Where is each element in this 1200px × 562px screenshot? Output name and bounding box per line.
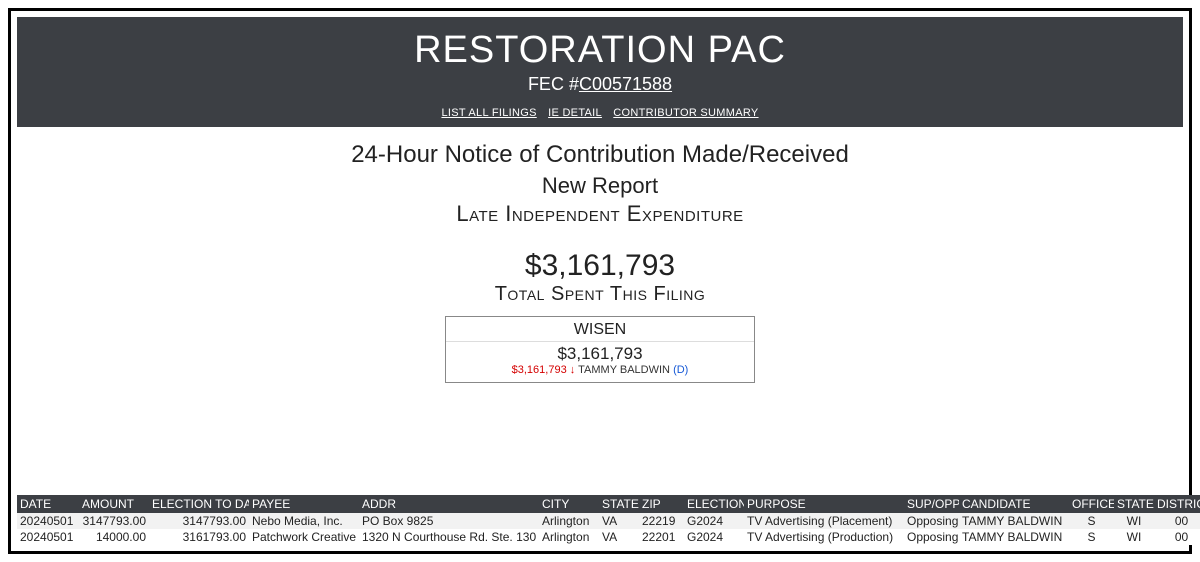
th-purpose: PURPOSE [744,495,904,513]
th-district: DISTRICT [1154,495,1200,513]
cell-election-to-date: 3161793.00 [149,529,249,545]
th-election-to-date: ELECTION TO DATE [149,495,249,513]
cell-office: S [1069,529,1114,545]
cell-election-to-date: 3147793.00 [149,513,249,529]
th-payee: PAYEE [249,495,359,513]
th-date: DATE [17,495,79,513]
expenditure-table: DATE AMOUNT ELECTION TO DATE PAYEE ADDR … [17,495,1200,545]
fec-line: FEC #C00571588 [17,74,1183,95]
th-amount: AMOUNT [79,495,149,513]
cell-payee: Nebo Media, Inc. [249,513,359,529]
cell-amount: 14000.00 [79,529,149,545]
race-code: WISEN [446,317,754,342]
th-supopp: SUP/OPP [904,495,959,513]
cell-election: G2024 [684,529,744,545]
th-zip: ZIP [639,495,684,513]
cell-date: 20240501 [17,513,79,529]
cell-addr: PO Box 9825 [359,513,539,529]
table-row: 202405013147793.003147793.00Nebo Media, … [17,513,1200,529]
cell-supopp: Opposing [904,513,959,529]
th-state: STATE [599,495,639,513]
table-row: 2024050114000.003161793.00Patchwork Crea… [17,529,1200,545]
cell-payee: Patchwork Creative [249,529,359,545]
cell-city: Arlington [539,529,599,545]
summary-section: 24-Hour Notice of Contribution Made/Rece… [11,127,1189,483]
notice-type: 24-Hour Notice of Contribution Made/Rece… [11,141,1189,169]
fec-prefix: FEC # [528,74,579,94]
cell-purpose: TV Advertising (Placement) [744,513,904,529]
late-ie-label: Late Independent Expenditure [11,201,1189,227]
cell-state2: WI [1114,513,1154,529]
org-title: RESTORATION PAC [17,29,1183,72]
race-amount: $3,161,793 [446,342,754,364]
cell-office: S [1069,513,1114,529]
th-office: OFFICE [1069,495,1114,513]
cell-state: VA [599,529,639,545]
cell-district: 00 [1154,529,1200,545]
th-election: ELECTION [684,495,744,513]
cell-district: 00 [1154,513,1200,529]
cell-supopp: Opposing [904,529,959,545]
cell-zip: 22219 [639,513,684,529]
race-party: (D) [673,364,688,376]
total-amount: $3,161,793 [11,249,1189,283]
race-detail: $3,161,793 ↓ TAMMY BALDWIN (D) [446,364,754,382]
cell-election: G2024 [684,513,744,529]
cell-purpose: TV Advertising (Production) [744,529,904,545]
total-label: Total Spent This Filing [11,283,1189,306]
th-candidate: CANDIDATE [959,495,1069,513]
header-nav: LIST ALL FILINGS IE DETAIL CONTRIBUTOR S… [17,107,1183,119]
th-state2: STATE [1114,495,1154,513]
cell-state: VA [599,513,639,529]
race-candidate: TAMMY BALDWIN [578,364,670,376]
cell-candidate: TAMMY BALDWIN [959,513,1069,529]
cell-state2: WI [1114,529,1154,545]
report-frame: RESTORATION PAC FEC #C00571588 LIST ALL … [8,8,1192,554]
cell-amount: 3147793.00 [79,513,149,529]
cell-date: 20240501 [17,529,79,545]
table-head: DATE AMOUNT ELECTION TO DATE PAYEE ADDR … [17,495,1200,513]
race-box: WISEN $3,161,793 $3,161,793 ↓ TAMMY BALD… [445,316,755,383]
fec-id-link[interactable]: C00571588 [579,74,672,94]
nav-ie-detail[interactable]: IE DETAIL [548,107,602,119]
cell-zip: 22201 [639,529,684,545]
cell-addr: 1320 N Courthouse Rd. Ste. 130 [359,529,539,545]
header-band: RESTORATION PAC FEC #C00571588 LIST ALL … [17,17,1183,127]
nav-list-filings[interactable]: LIST ALL FILINGS [441,107,536,119]
th-addr: ADDR [359,495,539,513]
nav-contributor-summary[interactable]: CONTRIBUTOR SUMMARY [613,107,758,119]
report-status: New Report [11,173,1189,199]
race-detail-amount: $3,161,793 [512,364,567,376]
cell-city: Arlington [539,513,599,529]
table-body: 202405013147793.003147793.00Nebo Media, … [17,513,1200,545]
th-city: CITY [539,495,599,513]
down-arrow-icon: ↓ [570,364,576,376]
cell-candidate: TAMMY BALDWIN [959,529,1069,545]
